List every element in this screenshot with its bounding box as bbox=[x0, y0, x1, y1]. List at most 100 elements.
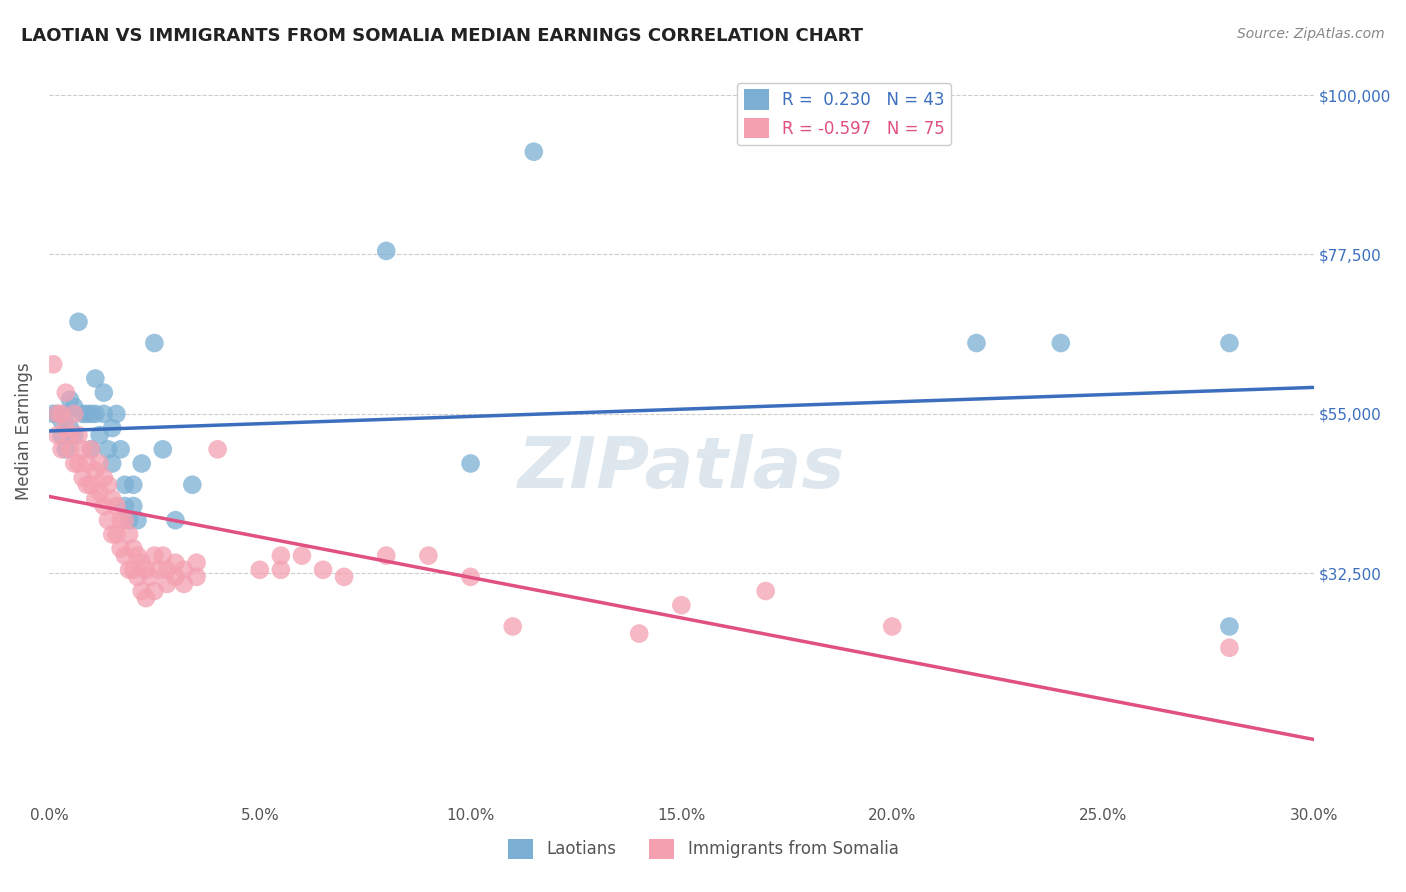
Point bbox=[460, 457, 482, 471]
Point bbox=[118, 527, 141, 541]
Text: ZIPatlas: ZIPatlas bbox=[517, 434, 845, 503]
Point bbox=[181, 477, 204, 491]
Point bbox=[105, 407, 128, 421]
Point bbox=[270, 563, 292, 577]
Point bbox=[84, 407, 107, 421]
Point bbox=[1218, 640, 1240, 655]
Point bbox=[882, 619, 904, 633]
Point bbox=[114, 499, 136, 513]
Point bbox=[105, 527, 128, 541]
Point bbox=[143, 336, 166, 351]
Point bbox=[131, 584, 153, 599]
Point bbox=[418, 549, 440, 563]
Point bbox=[186, 556, 208, 570]
Point bbox=[67, 315, 90, 329]
Point bbox=[89, 484, 111, 499]
Point bbox=[101, 491, 124, 506]
Point bbox=[122, 541, 145, 556]
Point bbox=[173, 563, 195, 577]
Point bbox=[127, 513, 149, 527]
Point bbox=[755, 584, 778, 599]
Point bbox=[110, 541, 132, 556]
Point bbox=[63, 407, 86, 421]
Point bbox=[148, 563, 170, 577]
Point bbox=[93, 499, 115, 513]
Point bbox=[59, 392, 82, 407]
Point bbox=[118, 563, 141, 577]
Point bbox=[63, 457, 86, 471]
Point bbox=[105, 499, 128, 513]
Point bbox=[165, 570, 187, 584]
Point bbox=[63, 428, 86, 442]
Point bbox=[80, 442, 103, 457]
Point bbox=[51, 407, 73, 421]
Point bbox=[80, 477, 103, 491]
Point bbox=[114, 513, 136, 527]
Text: LAOTIAN VS IMMIGRANTS FROM SOMALIA MEDIAN EARNINGS CORRELATION CHART: LAOTIAN VS IMMIGRANTS FROM SOMALIA MEDIA… bbox=[21, 27, 863, 45]
Point bbox=[97, 513, 120, 527]
Point bbox=[173, 577, 195, 591]
Point bbox=[101, 421, 124, 435]
Text: Source: ZipAtlas.com: Source: ZipAtlas.com bbox=[1237, 27, 1385, 41]
Point bbox=[59, 428, 82, 442]
Point bbox=[118, 513, 141, 527]
Point bbox=[55, 385, 77, 400]
Point bbox=[143, 584, 166, 599]
Point bbox=[51, 414, 73, 428]
Point bbox=[84, 491, 107, 506]
Point bbox=[502, 619, 524, 633]
Point bbox=[46, 428, 69, 442]
Point bbox=[93, 385, 115, 400]
Point bbox=[135, 591, 157, 606]
Point bbox=[135, 563, 157, 577]
Point bbox=[114, 549, 136, 563]
Point bbox=[72, 442, 94, 457]
Point bbox=[186, 570, 208, 584]
Point bbox=[131, 556, 153, 570]
Point bbox=[46, 407, 69, 421]
Point bbox=[291, 549, 314, 563]
Point bbox=[114, 477, 136, 491]
Point bbox=[122, 477, 145, 491]
Point bbox=[59, 421, 82, 435]
Point bbox=[152, 549, 174, 563]
Point bbox=[84, 464, 107, 478]
Point bbox=[93, 471, 115, 485]
Point bbox=[101, 527, 124, 541]
Point bbox=[63, 400, 86, 414]
Point bbox=[97, 477, 120, 491]
Point bbox=[55, 421, 77, 435]
Point bbox=[51, 428, 73, 442]
Point bbox=[152, 442, 174, 457]
Point bbox=[46, 407, 69, 421]
Point bbox=[156, 563, 179, 577]
Point bbox=[122, 563, 145, 577]
Point bbox=[110, 513, 132, 527]
Point bbox=[460, 570, 482, 584]
Legend: R =  0.230   N = 43, R = -0.597   N = 75: R = 0.230 N = 43, R = -0.597 N = 75 bbox=[737, 83, 952, 145]
Point bbox=[1049, 336, 1071, 351]
Point bbox=[42, 357, 65, 371]
Point bbox=[76, 457, 98, 471]
Point bbox=[72, 407, 94, 421]
Point bbox=[67, 428, 90, 442]
Point bbox=[375, 549, 398, 563]
Point bbox=[55, 407, 77, 421]
Point bbox=[72, 471, 94, 485]
Point bbox=[97, 442, 120, 457]
Point bbox=[671, 598, 693, 612]
Point bbox=[312, 563, 335, 577]
Point bbox=[89, 428, 111, 442]
Point bbox=[156, 577, 179, 591]
Y-axis label: Median Earnings: Median Earnings bbox=[15, 363, 32, 500]
Point bbox=[333, 570, 356, 584]
Point bbox=[80, 442, 103, 457]
Point bbox=[93, 407, 115, 421]
Point bbox=[84, 371, 107, 385]
Point bbox=[67, 457, 90, 471]
Point bbox=[628, 626, 651, 640]
Point bbox=[122, 499, 145, 513]
Point bbox=[966, 336, 988, 351]
Point bbox=[165, 513, 187, 527]
Point bbox=[249, 563, 271, 577]
